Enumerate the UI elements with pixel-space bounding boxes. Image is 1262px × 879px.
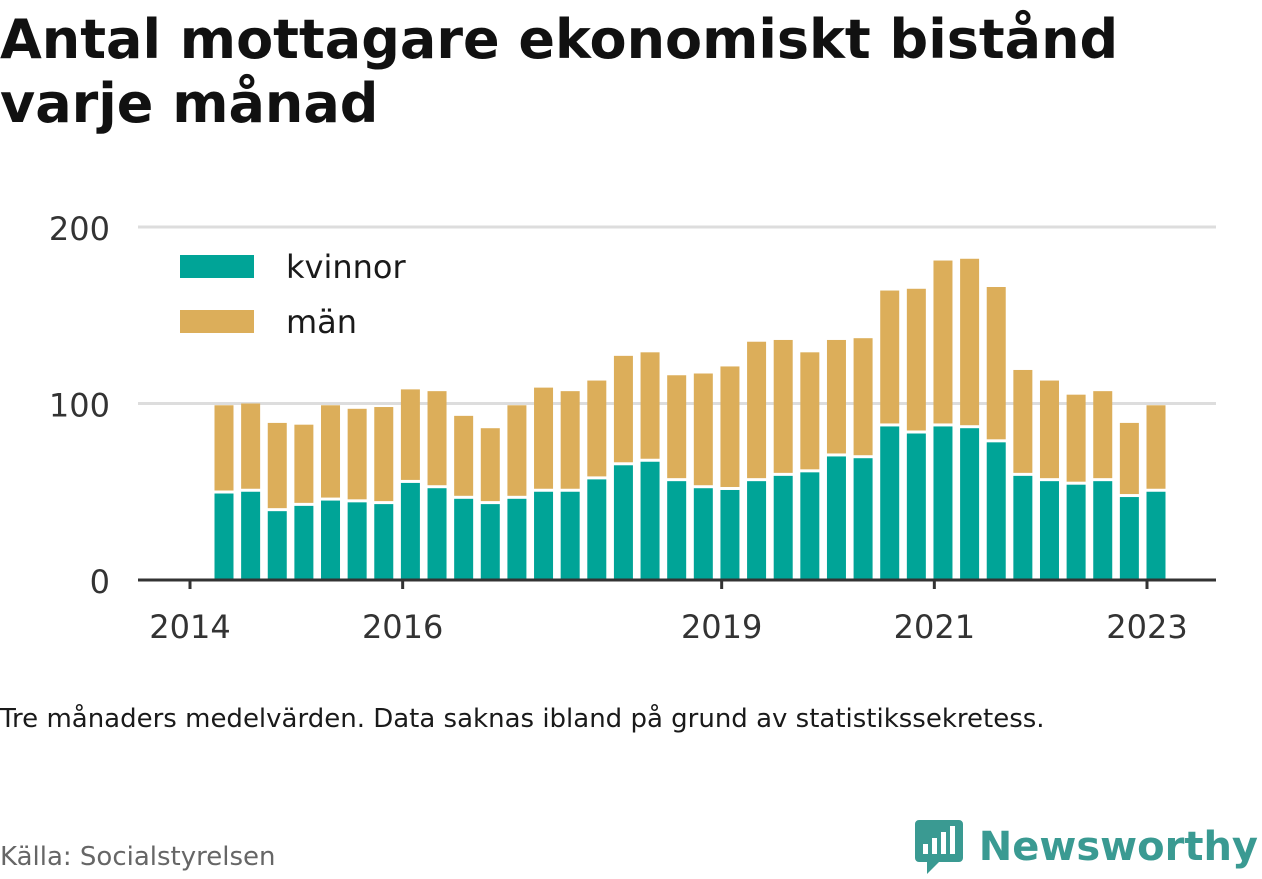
- brand-name: Newsworthy: [978, 824, 1258, 870]
- bar-man: [1066, 394, 1086, 482]
- bar-kvinnor: [933, 426, 953, 580]
- bar-man: [773, 339, 793, 473]
- bar-kvinnor: [1146, 491, 1166, 580]
- bar-man: [347, 408, 367, 500]
- bar-kvinnor: [587, 479, 607, 580]
- y-tick-label: 100: [49, 387, 110, 425]
- bar-kvinnor: [1039, 481, 1059, 580]
- bar-kvinnor: [1013, 475, 1033, 580]
- bar-kvinnor: [613, 465, 633, 580]
- bar-man: [933, 260, 953, 424]
- bar-kvinnor: [853, 458, 873, 580]
- bar-man: [321, 405, 341, 498]
- bar-kvinnor: [534, 491, 554, 580]
- bar-man: [880, 290, 900, 424]
- bar-man: [1119, 422, 1139, 495]
- bar-kvinnor: [214, 493, 234, 580]
- bar-man: [826, 339, 846, 454]
- brand: Newsworthy: [913, 818, 1258, 876]
- legend: kvinnor män: [180, 248, 407, 341]
- bar-kvinnor: [321, 500, 341, 580]
- bar-man: [587, 380, 607, 477]
- bar-man: [480, 428, 500, 502]
- x-tick-label: 2016: [362, 608, 443, 646]
- bar-kvinnor: [693, 488, 713, 580]
- bar-kvinnor: [906, 433, 926, 580]
- bar-man: [534, 387, 554, 489]
- bar-kvinnor: [667, 481, 687, 580]
- bar-kvinnor: [1066, 484, 1086, 580]
- bar-man: [960, 258, 980, 426]
- x-tick-label: 2023: [1106, 608, 1187, 646]
- y-tick-label: 0: [90, 563, 110, 601]
- x-tick-label: 2021: [894, 608, 975, 646]
- x-axis-ticks: 2014 2016 2019 2021 2023: [149, 580, 1188, 646]
- chart-title: Antal mottagare ekonomiskt bistånd varje…: [0, 8, 1119, 135]
- x-tick-label: 2014: [149, 608, 230, 646]
- legend-label: kvinnor: [286, 248, 407, 286]
- bar-man: [241, 403, 261, 489]
- bar-man: [720, 366, 740, 487]
- bar-kvinnor: [480, 504, 500, 580]
- bar-man: [986, 287, 1006, 440]
- bar-kvinnor: [960, 428, 980, 580]
- bar-man: [374, 407, 394, 502]
- bar-man: [267, 422, 287, 509]
- bar-kvinnor: [374, 504, 394, 580]
- bar-man: [427, 391, 447, 486]
- bar-man: [747, 341, 767, 479]
- bar-kvinnor: [267, 511, 287, 580]
- bar-kvinnor: [241, 491, 261, 580]
- bar-kvinnor: [560, 491, 580, 580]
- bar-kvinnor: [773, 475, 793, 580]
- legend-swatch: [180, 310, 254, 333]
- bar-man: [1039, 380, 1059, 479]
- bar-man: [640, 352, 660, 459]
- bar-man: [1013, 369, 1033, 473]
- y-axis-ticks: 0 100 200: [49, 210, 110, 601]
- bar-kvinnor: [400, 482, 420, 580]
- bar-kvinnor: [427, 488, 447, 580]
- bar-kvinnor: [826, 456, 846, 580]
- bar-kvinnor: [640, 461, 660, 580]
- bar-kvinnor: [986, 442, 1006, 580]
- y-tick-label: 200: [49, 210, 110, 248]
- bar-man: [906, 288, 926, 431]
- bar-man: [800, 352, 820, 470]
- bar-man: [1146, 405, 1166, 489]
- bar-man: [294, 424, 314, 503]
- bar-man: [214, 405, 234, 491]
- bar-kvinnor: [507, 498, 527, 580]
- bar-kvinnor: [880, 426, 900, 580]
- x-tick-label: 2019: [681, 608, 762, 646]
- bar-kvinnor: [1093, 481, 1113, 580]
- bar-chart: 0 100 200 2014 2016 2019 2021 2023 kvinnor män: [49, 210, 1216, 646]
- bar-kvinnor: [294, 505, 314, 580]
- bar-kvinnor: [800, 472, 820, 580]
- newsworthy-logo-icon: [914, 820, 963, 874]
- bar-kvinnor: [747, 481, 767, 580]
- bars: [214, 258, 1166, 580]
- bar-kvinnor: [720, 489, 740, 580]
- bar-kvinnor: [1119, 497, 1139, 580]
- bar-man: [454, 415, 474, 496]
- bar-man: [613, 355, 633, 463]
- bar-man: [560, 391, 580, 489]
- chart-note: Tre månaders medelvärden. Data saknas ib…: [0, 704, 1045, 734]
- bar-kvinnor: [454, 498, 474, 580]
- bar-man: [507, 405, 527, 496]
- bar-man: [1093, 391, 1113, 479]
- legend-label: män: [286, 303, 357, 341]
- bar-kvinnor: [347, 502, 367, 580]
- bar-man: [667, 375, 687, 479]
- bar-man: [853, 338, 873, 456]
- bar-man: [400, 389, 420, 480]
- bar-man: [693, 373, 713, 486]
- legend-swatch: [180, 255, 254, 278]
- source-credit: Källa: Socialstyrelsen: [0, 842, 276, 872]
